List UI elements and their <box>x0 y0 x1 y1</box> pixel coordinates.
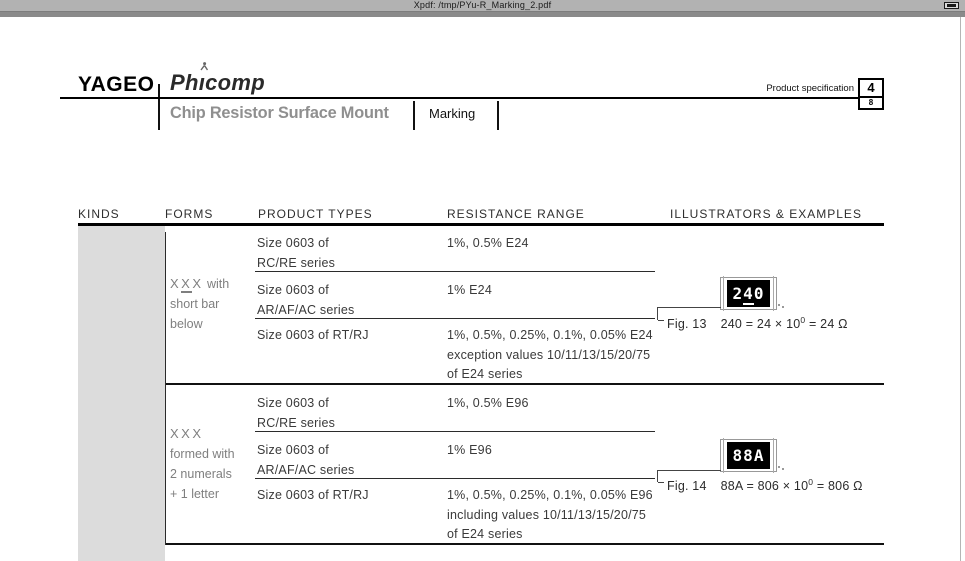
window-titlebar[interactable]: Xpdf: /tmp/PYu-R_Marking_2.pdf <box>0 0 965 12</box>
resistor-chip-fig14: 88A <box>720 438 777 473</box>
figure-connector-stub <box>658 482 664 483</box>
forms-line: short bar <box>170 297 220 311</box>
forms-line: XXX with <box>170 276 230 293</box>
forms-line: 2 numerals <box>170 467 232 481</box>
range-cell: 1%, 0.5% E96 <box>447 396 529 410</box>
header-rule <box>60 97 858 99</box>
col-header-kinds: KINDS <box>78 207 120 221</box>
maximize-button[interactable] <box>944 2 959 9</box>
figure-label: Fig. 14 <box>667 479 707 494</box>
figure-connector-stub <box>658 320 664 321</box>
chip-marking: 240 <box>732 283 765 305</box>
forms-line: formed with <box>170 447 235 461</box>
window-border-right <box>960 17 961 561</box>
chip-terminal <box>773 438 774 473</box>
decorative-mark <box>782 306 784 308</box>
product-spec-label: Product specification <box>766 83 854 94</box>
row-divider <box>255 478 655 479</box>
chip-body: 240 <box>727 280 770 307</box>
forms-line: XXX <box>170 426 204 441</box>
range-cell: 1%, 0.5% E24 <box>447 236 529 250</box>
col-header-resistance-range: RESISTANCE RANGE <box>447 207 585 221</box>
window-title: Xpdf: /tmp/PYu-R_Marking_2.pdf <box>413 0 552 10</box>
forms-cell-group1: XXX with short bar below <box>170 274 229 334</box>
col-header-product-types: PRODUCT TYPES <box>258 207 373 221</box>
brand-divider <box>158 84 160 130</box>
col-header-forms: FORMS <box>165 207 214 221</box>
maximize-icon <box>947 4 956 7</box>
range-cell: 1% E24 <box>447 283 492 297</box>
kinds-column <box>78 226 165 561</box>
phicomp-i: ı <box>199 62 208 95</box>
window-frame-band <box>0 12 965 17</box>
phicomp-ph: Ph <box>170 70 199 95</box>
forms-cell-group2: XXX formed with 2 numerals + 1 letter <box>170 424 235 504</box>
doc-title: Chip Resistor Surface Mount <box>170 103 389 122</box>
figure-connector <box>657 470 721 482</box>
table-header-rule <box>78 223 884 226</box>
chip-marking: 88A <box>732 445 765 465</box>
figure-label: Fig. 13 <box>667 317 707 332</box>
page-number-box: 4 8 <box>858 78 884 110</box>
range-cell: 1%, 0.5%, 0.25%, 0.1%, 0.05% E96 includi… <box>447 488 653 541</box>
figure-formula: 88A = 806 × 100 = 806 Ω <box>720 477 863 494</box>
product-cell: Size 0603 of RT/RJ <box>257 488 369 502</box>
section-divider-right <box>497 101 499 130</box>
phicomp-rest: comp <box>205 70 266 95</box>
person-icon <box>200 62 208 71</box>
figure-formula: 240 = 24 × 100 = 24 Ω <box>720 315 848 332</box>
chip-terminal <box>723 438 724 473</box>
figure-caption-fig14: Fig. 14 88A = 806 × 100 = 806 Ω <box>667 477 863 493</box>
figure-caption-fig13: Fig. 13 240 = 24 × 100 = 24 Ω <box>667 315 848 331</box>
row-divider <box>255 431 655 432</box>
chip-terminal <box>723 276 724 311</box>
forms-line: below <box>170 317 203 331</box>
range-cell: 1%, 0.5%, 0.25%, 0.1%, 0.05% E24 excepti… <box>447 328 653 381</box>
page-number-current: 4 <box>867 80 875 95</box>
decorative-mark <box>778 466 780 468</box>
row-divider <box>255 271 655 272</box>
row-divider <box>255 318 655 319</box>
section-label: Marking <box>429 106 476 121</box>
yageo-logo: YAGEO <box>78 73 155 96</box>
range-cell: 1% E96 <box>447 443 492 457</box>
product-cell: Size 0603 of AR/AF/AC series <box>257 283 355 317</box>
decorative-mark <box>782 468 784 470</box>
page-number-total: 8 <box>868 98 874 107</box>
forms-column-rule <box>165 232 166 545</box>
phicomp-logo: Phı comp <box>170 62 266 96</box>
resistor-chip-fig13: 240 <box>720 276 777 311</box>
chip-body: 88A <box>727 442 770 469</box>
col-header-illustrators: ILLUSTRATORS & EXAMPLES <box>670 207 862 221</box>
section-divider-left <box>413 101 415 130</box>
group-divider <box>166 383 884 385</box>
page-number-divider <box>860 96 882 98</box>
product-cell: Size 0603 of RC/RE series <box>257 236 336 270</box>
table-bottom-rule <box>166 543 884 545</box>
chip-terminal <box>773 276 774 311</box>
product-cell: Size 0603 of AR/AF/AC series <box>257 443 355 477</box>
decorative-mark <box>778 304 780 306</box>
figure-connector <box>657 307 721 320</box>
product-cell: Size 0603 of RT/RJ <box>257 328 369 342</box>
product-cell: Size 0603 of RC/RE series <box>257 396 336 430</box>
forms-line: + 1 letter <box>170 487 219 501</box>
